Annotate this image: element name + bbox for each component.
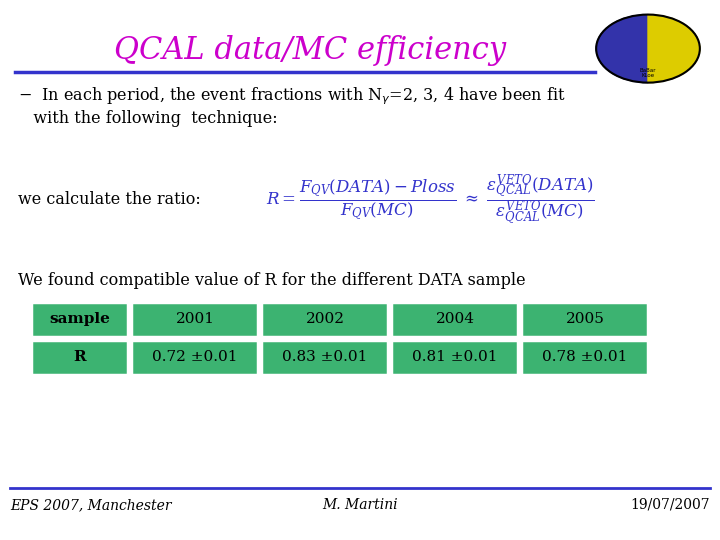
Text: R: R <box>73 350 86 364</box>
Text: 19/07/2007: 19/07/2007 <box>631 498 710 512</box>
FancyBboxPatch shape <box>521 340 648 375</box>
Text: M. Martini: M. Martini <box>322 498 398 512</box>
FancyBboxPatch shape <box>31 340 128 375</box>
FancyBboxPatch shape <box>131 302 258 337</box>
Wedge shape <box>648 15 700 83</box>
FancyBboxPatch shape <box>261 340 388 375</box>
FancyBboxPatch shape <box>521 302 648 337</box>
Text: 0.78 ±0.01: 0.78 ±0.01 <box>542 350 628 364</box>
Wedge shape <box>596 15 648 83</box>
Text: BaBar
KLoe: BaBar KLoe <box>640 68 656 78</box>
Text: $R = \dfrac{F_{QV}(DATA) - Ploss}{F_{QV}(MC)}$$\ \approx \ \dfrac{\varepsilon^{V: $R = \dfrac{F_{QV}(DATA) - Ploss}{F_{QV}… <box>266 173 594 227</box>
Text: QCAL data/MC efficiency: QCAL data/MC efficiency <box>114 35 506 66</box>
Text: We found compatible value of R for the different DATA sample: We found compatible value of R for the d… <box>18 272 526 289</box>
Text: $-$  In each period, the event fractions with N$_\gamma$=2, 3, 4 have been fit: $-$ In each period, the event fractions … <box>18 85 566 106</box>
FancyBboxPatch shape <box>31 302 128 337</box>
Text: 2002: 2002 <box>305 312 344 326</box>
Text: 2004: 2004 <box>436 312 474 326</box>
FancyBboxPatch shape <box>391 340 518 375</box>
Text: EPS 2007, Manchester: EPS 2007, Manchester <box>10 498 171 512</box>
Text: 2001: 2001 <box>176 312 215 326</box>
FancyBboxPatch shape <box>391 302 518 337</box>
Text: 0.72 ±0.01: 0.72 ±0.01 <box>152 350 238 364</box>
Text: 2005: 2005 <box>566 312 604 326</box>
Text: with the following  technique:: with the following technique: <box>18 110 278 127</box>
Text: 0.81 ±0.01: 0.81 ±0.01 <box>413 350 498 364</box>
Text: 0.83 ±0.01: 0.83 ±0.01 <box>282 350 368 364</box>
FancyBboxPatch shape <box>131 340 258 375</box>
Text: we calculate the ratio:: we calculate the ratio: <box>18 192 201 208</box>
FancyBboxPatch shape <box>261 302 388 337</box>
Text: sample: sample <box>50 312 110 326</box>
